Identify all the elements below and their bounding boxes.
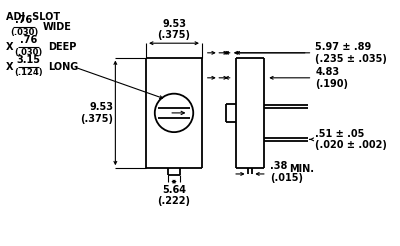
Text: .76: .76 (20, 35, 38, 45)
Text: X: X (6, 42, 13, 52)
Text: 5.64
(.222): 5.64 (.222) (158, 184, 190, 206)
Text: X: X (6, 62, 13, 72)
Text: 9.53
(.375): 9.53 (.375) (80, 102, 114, 124)
Text: (.030): (.030) (10, 28, 38, 37)
Text: LONG: LONG (48, 62, 78, 72)
Text: DEEP: DEEP (48, 42, 76, 52)
Text: ADJ. SLOT: ADJ. SLOT (6, 13, 60, 22)
Text: .51 ± .05
(.020 ± .002): .51 ± .05 (.020 ± .002) (315, 129, 387, 150)
Text: (.030): (.030) (15, 48, 43, 57)
Text: 4.83
(.190): 4.83 (.190) (315, 67, 348, 89)
Text: (.124): (.124) (14, 68, 43, 77)
Text: MIN.: MIN. (289, 164, 314, 174)
Text: 9.53
(.375): 9.53 (.375) (158, 19, 190, 40)
Text: 5.97 ± .89
(.235 ± .035): 5.97 ± .89 (.235 ± .035) (315, 42, 387, 64)
Text: .76: .76 (16, 15, 33, 25)
Text: .38
(.015): .38 (.015) (270, 161, 303, 183)
Text: 3.15: 3.15 (17, 55, 41, 65)
Text: WIDE: WIDE (42, 22, 71, 32)
